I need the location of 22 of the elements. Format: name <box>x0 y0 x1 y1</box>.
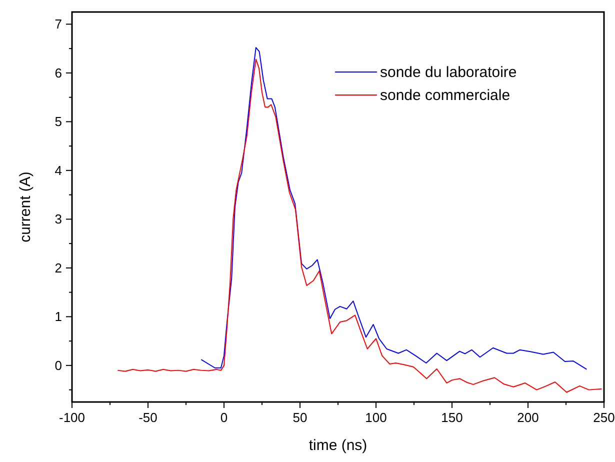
y-tick-label: 2 <box>54 260 62 276</box>
y-tick-label: 3 <box>54 212 62 227</box>
x-tick-label: -100 <box>58 410 86 425</box>
legend-label: sonde commerciale <box>380 87 510 104</box>
y-tick-label: 6 <box>54 65 62 80</box>
x-tick-label: 200 <box>517 410 539 425</box>
line-series <box>117 58 602 393</box>
x-tick-label: 50 <box>292 410 308 425</box>
y-tick-label: 1 <box>54 309 62 324</box>
legend-label: sonde du laboratoire <box>380 64 517 81</box>
y-tick-label: 4 <box>54 162 62 178</box>
y-tick-label: 5 <box>54 114 62 130</box>
x-tick-label: -50 <box>138 410 158 425</box>
x-axis-title: time (ns) <box>308 437 368 454</box>
y-tick-label: 0 <box>54 358 62 373</box>
x-tick-label: 0 <box>220 410 228 425</box>
x-tick-label: 150 <box>441 410 463 425</box>
y-axis-title: current (A) <box>17 172 34 242</box>
line-series <box>200 47 588 370</box>
y-tick-label: 7 <box>54 16 62 32</box>
x-tick-label: 100 <box>365 410 387 425</box>
x-tick-label: 250 <box>593 410 615 425</box>
